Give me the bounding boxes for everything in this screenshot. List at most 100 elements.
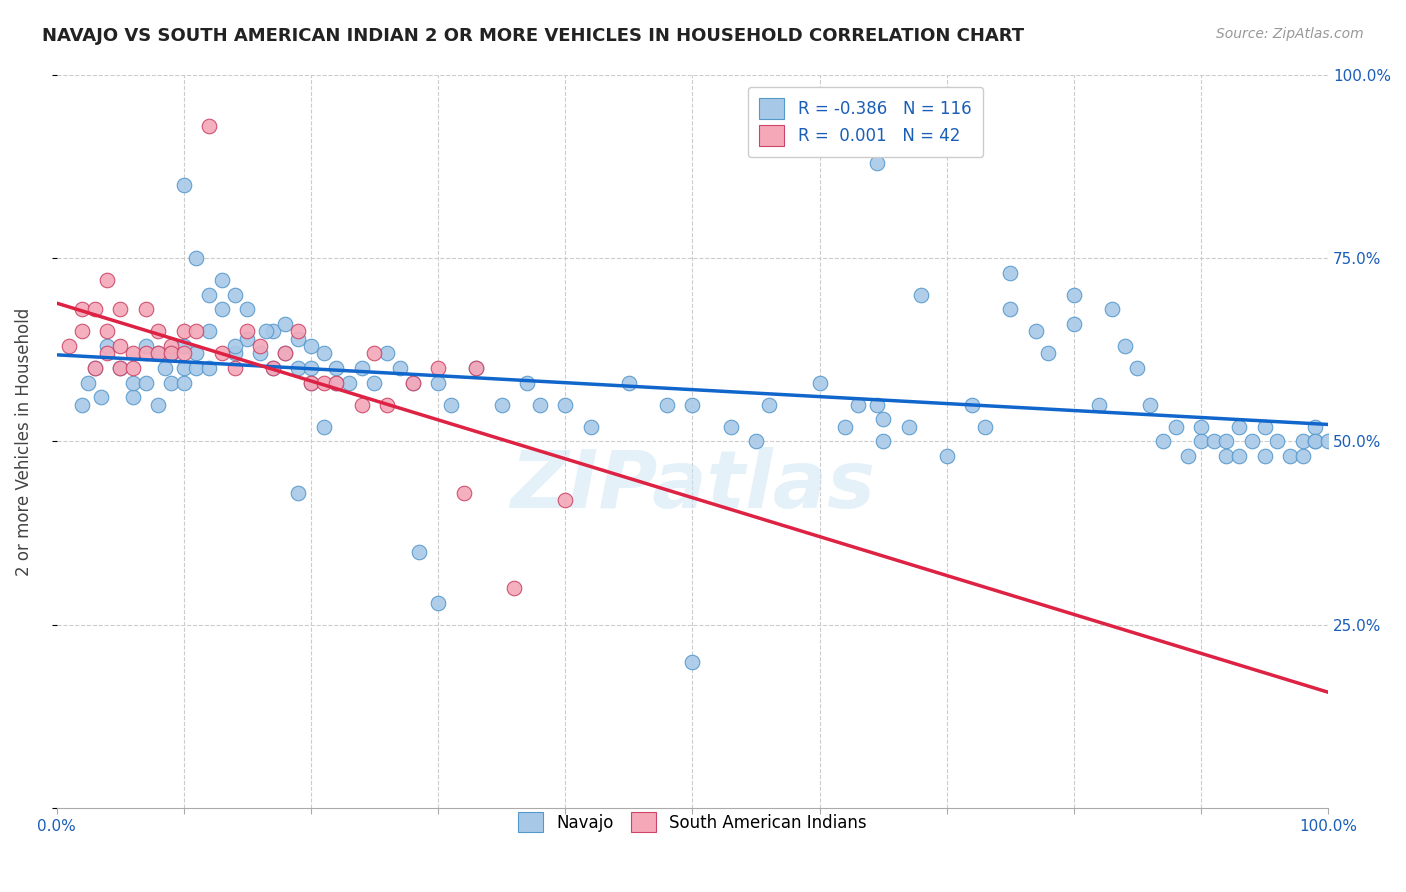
Point — [427, 361, 450, 376]
Point — [465, 361, 488, 376]
Point — [173, 178, 195, 192]
Point — [186, 361, 208, 376]
Point — [1215, 449, 1237, 463]
Point — [83, 361, 105, 376]
Point — [122, 361, 145, 376]
Point — [554, 398, 576, 412]
Point — [1215, 434, 1237, 449]
Point — [834, 419, 856, 434]
Point — [77, 376, 100, 390]
Point — [910, 287, 932, 301]
Point — [808, 376, 831, 390]
Point — [1000, 302, 1022, 317]
Point — [960, 398, 983, 412]
Point — [198, 325, 221, 339]
Point — [1101, 302, 1123, 317]
Point — [1063, 287, 1085, 301]
Point — [274, 317, 297, 331]
Point — [350, 398, 373, 412]
Point — [148, 325, 170, 339]
Point — [617, 376, 640, 390]
Point — [1177, 449, 1199, 463]
Point — [401, 376, 423, 390]
Point — [491, 398, 513, 412]
Point — [135, 376, 157, 390]
Point — [224, 287, 246, 301]
Point — [1305, 434, 1327, 449]
Point — [1292, 434, 1315, 449]
Point — [198, 287, 221, 301]
Point — [224, 361, 246, 376]
Point — [148, 346, 170, 360]
Point — [465, 361, 488, 376]
Point — [1038, 346, 1060, 360]
Point — [198, 119, 221, 133]
Point — [274, 346, 297, 360]
Point — [96, 346, 118, 360]
Point — [236, 302, 259, 317]
Point — [211, 346, 233, 360]
Point — [897, 419, 920, 434]
Point — [70, 325, 93, 339]
Point — [287, 332, 309, 346]
Point — [83, 302, 105, 317]
Point — [1189, 419, 1212, 434]
Point — [173, 339, 195, 353]
Point — [160, 346, 183, 360]
Point — [503, 581, 526, 595]
Point — [173, 376, 195, 390]
Point — [312, 346, 335, 360]
Point — [153, 361, 176, 376]
Point — [122, 391, 145, 405]
Point — [160, 339, 183, 353]
Point — [1305, 419, 1327, 434]
Point — [90, 391, 112, 405]
Point — [160, 376, 183, 390]
Point — [554, 493, 576, 508]
Point — [274, 346, 297, 360]
Point — [453, 486, 475, 500]
Text: Source: ZipAtlas.com: Source: ZipAtlas.com — [1216, 27, 1364, 41]
Point — [427, 596, 450, 610]
Point — [846, 398, 869, 412]
Point — [224, 339, 246, 353]
Point — [1139, 398, 1161, 412]
Point — [1189, 434, 1212, 449]
Point — [262, 325, 284, 339]
Point — [935, 449, 957, 463]
Point — [312, 376, 335, 390]
Point — [1317, 434, 1340, 449]
Point — [108, 339, 131, 353]
Point — [70, 302, 93, 317]
Point — [375, 398, 398, 412]
Point — [866, 155, 889, 169]
Point — [1227, 419, 1250, 434]
Point — [224, 346, 246, 360]
Point — [325, 376, 347, 390]
Point — [122, 346, 145, 360]
Text: NAVAJO VS SOUTH AMERICAN INDIAN 2 OR MORE VEHICLES IN HOUSEHOLD CORRELATION CHAR: NAVAJO VS SOUTH AMERICAN INDIAN 2 OR MOR… — [42, 27, 1025, 45]
Point — [211, 302, 233, 317]
Point — [1240, 434, 1263, 449]
Point — [325, 361, 347, 376]
Point — [408, 544, 430, 558]
Point — [198, 361, 221, 376]
Point — [173, 346, 195, 360]
Point — [1126, 361, 1149, 376]
Point — [108, 361, 131, 376]
Point — [249, 346, 271, 360]
Point — [108, 302, 131, 317]
Point — [363, 376, 385, 390]
Point — [758, 398, 780, 412]
Point — [1164, 419, 1187, 434]
Point — [1152, 434, 1174, 449]
Point — [872, 412, 894, 426]
Point — [1292, 449, 1315, 463]
Point — [173, 361, 195, 376]
Point — [1088, 398, 1111, 412]
Point — [375, 346, 398, 360]
Point — [148, 398, 170, 412]
Point — [1000, 266, 1022, 280]
Point — [287, 486, 309, 500]
Point — [1305, 434, 1327, 449]
